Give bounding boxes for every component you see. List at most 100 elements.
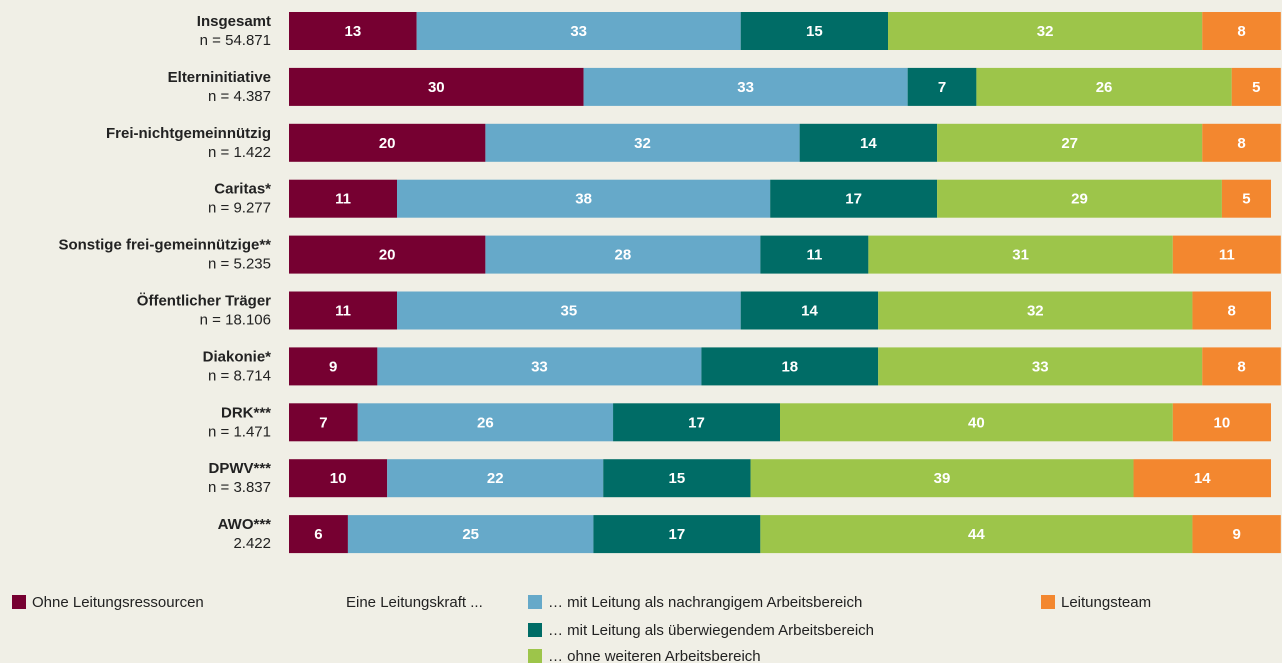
legend-label: Leitungsteam	[1061, 594, 1151, 611]
data-label: 26	[477, 414, 494, 431]
bar-segment	[1172, 403, 1271, 442]
data-label: 6	[314, 526, 322, 543]
bar-segment	[740, 291, 879, 330]
bar-segment	[1192, 291, 1271, 330]
sample-size: n = 1.471	[208, 423, 271, 440]
bar-segment	[593, 515, 761, 554]
data-label: 9	[1232, 526, 1240, 543]
bar-segment	[1202, 123, 1281, 162]
bar-segment	[289, 123, 486, 162]
data-label: 10	[1214, 414, 1231, 431]
legend-label: … mit Leitung als überwiegendem Arbeitsb…	[548, 622, 874, 639]
category-label: Sonstige frei-gemeinnützige**	[58, 237, 271, 254]
data-label: 7	[938, 79, 946, 96]
data-label: 20	[379, 135, 396, 152]
bar-segment	[907, 67, 977, 106]
sample-size: n = 3.837	[208, 479, 271, 496]
data-label: 30	[428, 79, 445, 96]
bar-segment	[357, 403, 614, 442]
data-label: 8	[1237, 135, 1245, 152]
bar-segment	[397, 291, 741, 330]
bar-segment	[1202, 347, 1281, 386]
bar-segment	[613, 403, 780, 442]
data-label: 33	[1032, 358, 1049, 375]
data-label: 7	[319, 414, 327, 431]
data-label: 33	[531, 358, 548, 375]
data-label: 14	[860, 135, 877, 152]
bar-segment	[799, 123, 938, 162]
data-label: 25	[462, 526, 479, 543]
sample-size: n = 8.714	[208, 367, 271, 384]
data-label: 40	[968, 414, 985, 431]
data-label: 15	[806, 23, 823, 40]
data-label: 10	[330, 470, 347, 487]
bar-segment	[289, 291, 398, 330]
bar-segment	[760, 235, 869, 274]
data-label: 20	[379, 247, 396, 264]
bar-segment	[770, 179, 938, 218]
sample-size: n = 54.871	[200, 32, 271, 49]
bar-segment	[397, 179, 771, 218]
data-label: 8	[1228, 302, 1236, 319]
bar-segment	[387, 459, 604, 498]
data-label: 27	[1061, 135, 1078, 152]
data-label: 17	[688, 414, 705, 431]
bar-segment	[1231, 67, 1281, 106]
data-label: 11	[1219, 247, 1235, 264]
bar-segment	[416, 12, 741, 50]
category-label: Öffentlicher Träger	[137, 292, 271, 309]
bar-segment	[937, 123, 1203, 162]
category-label: Diakonie*	[203, 348, 272, 365]
bar-segment	[760, 515, 1193, 554]
category-label: Elterninitiative	[168, 69, 271, 86]
data-label: 28	[615, 247, 632, 264]
bar-segment	[878, 347, 1203, 386]
bar-segment	[750, 459, 1134, 498]
bar-segment	[289, 67, 584, 106]
bar-segment	[583, 67, 908, 106]
sample-size: n = 4.387	[208, 88, 271, 105]
data-label: 5	[1242, 191, 1250, 208]
bar-segment	[937, 179, 1222, 218]
sample-size: n = 9.277	[208, 200, 271, 217]
data-label: 11	[335, 191, 351, 208]
data-label: 11	[335, 302, 351, 319]
category-label: Frei-nichtgemeinnützig	[106, 125, 271, 142]
bar-segment	[289, 12, 417, 50]
data-label: 22	[487, 470, 504, 487]
legend-swatch	[1041, 595, 1055, 609]
bar-segment	[868, 235, 1173, 274]
data-label: 44	[968, 526, 985, 543]
bar-segment	[976, 67, 1232, 106]
bar-segment	[289, 347, 378, 386]
bar-segment	[289, 179, 398, 218]
data-label: 17	[669, 526, 686, 543]
bar-segment	[1172, 235, 1281, 274]
bar-segment	[1202, 12, 1281, 50]
bar-segment	[289, 459, 388, 498]
data-label: 14	[1194, 470, 1211, 487]
sample-size: n = 18.106	[200, 311, 271, 328]
data-label: 8	[1237, 358, 1245, 375]
bar-segment	[289, 515, 348, 554]
bar-segment	[289, 403, 358, 442]
data-label: 32	[634, 135, 651, 152]
data-label: 32	[1027, 302, 1044, 319]
legend-label: Ohne Leitungsressourcen	[32, 594, 204, 611]
data-label: 26	[1096, 79, 1113, 96]
data-label: 29	[1071, 191, 1088, 208]
data-label: 8	[1237, 23, 1245, 40]
data-label: 39	[934, 470, 951, 487]
legend-label: … ohne weiteren Arbeitsbereich	[548, 648, 761, 663]
bar-segment	[485, 123, 800, 162]
bar-segment	[888, 12, 1203, 50]
legend-swatch	[528, 595, 542, 609]
bar-segment	[377, 347, 702, 386]
data-label: 38	[575, 191, 592, 208]
bar-segment	[878, 291, 1193, 330]
data-label: 15	[669, 470, 686, 487]
data-label: 13	[344, 23, 361, 40]
data-label: 11	[806, 247, 822, 264]
legend-group-label: Eine Leitungskraft ...	[346, 594, 483, 611]
